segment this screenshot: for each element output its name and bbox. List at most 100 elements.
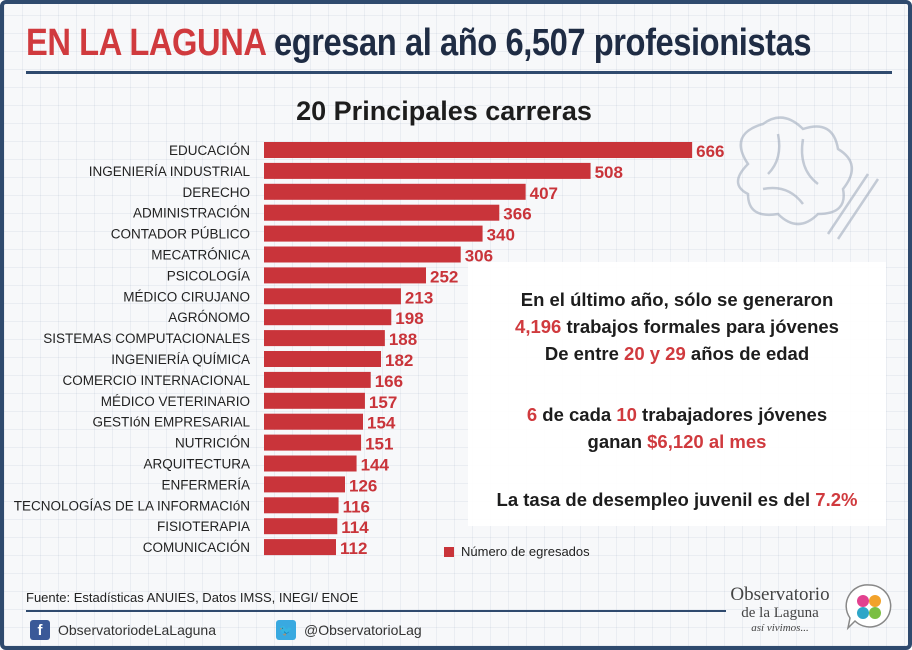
- info-jobs-text: trabajos formales para jóvenes: [561, 316, 839, 337]
- chart-title: 20 Principales carreras: [296, 96, 592, 126]
- legend-swatch: [444, 546, 454, 557]
- headline: EN LA LAGUNA egresan al año 6,507 profes…: [26, 22, 812, 65]
- brand-tagline: así vivimos...: [751, 622, 809, 634]
- category-label: ADMINISTRACIÓN: [133, 206, 250, 221]
- brain-doodle: [736, 116, 880, 240]
- category-label: EDUCACIÓN: [169, 143, 250, 158]
- category-label: PSICOLOGÍA: [167, 268, 250, 283]
- bar: [264, 371, 371, 388]
- bar: [264, 183, 526, 200]
- header-divider: [26, 71, 892, 74]
- twitter-link[interactable]: 🐦 @ObservatorioLag: [276, 620, 422, 640]
- info-salary: $6,120 al mes: [647, 431, 767, 452]
- bar: [264, 455, 357, 472]
- bar: [264, 351, 381, 367]
- value-label: 188: [389, 330, 417, 349]
- value-label: 154: [367, 414, 396, 433]
- bar: [264, 413, 363, 430]
- bar: [264, 288, 401, 305]
- category-label: ARQUITECTURA: [143, 457, 250, 472]
- observatorio-logo: [845, 584, 892, 631]
- value-label: 126: [349, 476, 377, 495]
- value-label: 114: [341, 518, 369, 537]
- facebook-link[interactable]: f ObservatoriodeLaLaguna: [30, 620, 216, 640]
- category-label: GESTIóN EMPRESARIAL: [92, 415, 250, 430]
- bar: [264, 497, 339, 514]
- category-label: TECNOLOGÍAS DE LA INFORMACIóN: [14, 498, 250, 513]
- bar: [264, 330, 385, 347]
- bar-chart: EDUCACIÓN 666 INGENIERÍA INDUSTRIAL 508 DERE…: [14, 142, 725, 558]
- twitter-icon: 🐦: [276, 620, 296, 640]
- bar: [264, 309, 392, 326]
- category-label: MÉDICO CIRUJANO: [123, 289, 250, 304]
- info-line-6: La tasa de desempleo juvenil es del 7.2%: [468, 486, 886, 513]
- value-label: 151: [365, 435, 393, 454]
- bar: [264, 518, 338, 535]
- info-panel: En el último año, sólo se generaron 4,19…: [468, 262, 886, 526]
- value-label: 666: [696, 142, 724, 161]
- value-label: 182: [385, 351, 413, 370]
- value-label: 407: [530, 184, 558, 203]
- brand-wordmark: Observatorio de la Laguna así vivimos...: [720, 584, 840, 634]
- category-label: COMUNICACIÓN: [143, 540, 250, 555]
- legend-label: Número de egresados: [461, 544, 590, 559]
- category-label: INGENIERÍA INDUSTRIAL: [89, 164, 251, 179]
- info-line-4: 6 de cada 10 trabajadores jóvenes: [468, 401, 886, 428]
- info-age-prefix: De entre: [544, 343, 625, 364]
- headline-rest: egresan al año 6,507 profesionistas: [273, 22, 812, 64]
- value-label: 144: [361, 456, 390, 475]
- info-line-3: De entre 20 y 29 años de edad: [468, 340, 886, 367]
- bar: [264, 225, 483, 242]
- category-label: ENFERMERÍA: [161, 477, 250, 492]
- info-unemployment-text: La tasa de desempleo juvenil es del: [496, 489, 816, 510]
- facebook-handle: ObservatoriodeLaLaguna: [58, 622, 217, 638]
- source-note: Fuente: Estadísticas ANUIES, Datos IMSS,…: [26, 590, 359, 605]
- value-label: 166: [375, 372, 403, 391]
- category-label: INGENIERÍA QUÍMICA: [111, 352, 250, 367]
- value-label: 112: [340, 539, 367, 558]
- category-label: FISIOTERAPIA: [157, 519, 250, 534]
- value-label: 340: [487, 226, 515, 245]
- value-label: 116: [343, 497, 370, 516]
- category-label: NUTRICIÓN: [175, 436, 250, 451]
- bar: [264, 476, 345, 493]
- headline-highlight: EN LA LAGUNA: [26, 22, 266, 64]
- bar: [264, 434, 362, 451]
- facebook-icon: f: [30, 620, 50, 640]
- value-label: 157: [369, 393, 397, 412]
- bar: [264, 246, 461, 263]
- value-label: 366: [503, 205, 531, 224]
- info-jobs-number: 4,196: [515, 316, 562, 337]
- info-age-range: 20 y 29: [624, 343, 686, 364]
- value-label: 213: [405, 288, 433, 307]
- value-label: 508: [595, 163, 623, 182]
- category-label: MÉDICO VETERINARIO: [101, 394, 250, 409]
- info-line-5: ganan $6,120 al mes: [468, 428, 886, 455]
- bar: [264, 204, 500, 221]
- category-label: COMERCIO INTERNACIONAL: [62, 373, 250, 388]
- category-label: SISTEMAS COMPUTACIONALES: [43, 331, 250, 346]
- info-earn: ganan: [587, 431, 648, 452]
- info-six: 6: [526, 404, 538, 425]
- value-label: 306: [465, 247, 493, 266]
- bar: [264, 267, 426, 284]
- category-label: AGRÓNOMO: [168, 310, 250, 325]
- twitter-handle: @ObservatorioLag: [304, 622, 422, 638]
- info-ten: 10: [616, 404, 637, 425]
- info-line-2: 4,196 trabajos formales para jóvenes: [468, 313, 886, 340]
- bar: [264, 539, 336, 556]
- bar: [264, 162, 591, 179]
- category-label: CONTADOR PÚBLICO: [111, 227, 250, 242]
- info-age-suffix: años de edad: [685, 343, 810, 364]
- chart-legend: Número de egresados: [444, 544, 590, 559]
- bar: [264, 392, 365, 409]
- brand-line-2: de la Laguna: [741, 605, 819, 621]
- value-label: 198: [395, 309, 423, 328]
- category-label: DERECHO: [182, 185, 250, 200]
- category-label: MECATRÓNICA: [151, 248, 250, 263]
- bar: [264, 142, 693, 158]
- footer-divider: [26, 610, 726, 612]
- value-label: 252: [430, 267, 458, 286]
- info-line-1: En el último año, sólo se generaron: [520, 289, 834, 310]
